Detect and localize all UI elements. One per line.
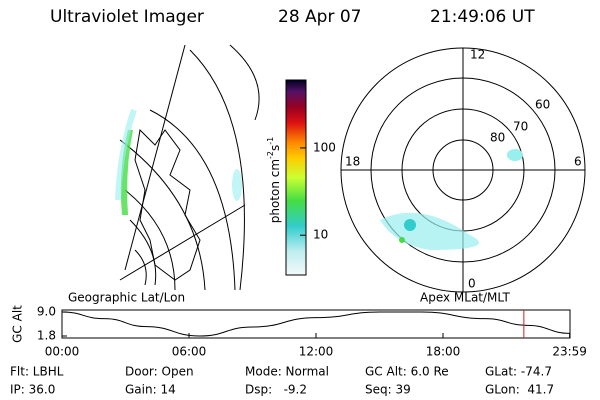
status-field: Seq: 39: [365, 383, 411, 397]
altitude-line: [61, 311, 571, 337]
status-field: Mode: Normal: [245, 365, 329, 379]
colorbar-label-part: -1: [266, 137, 275, 145]
x-tick-label: 12:00: [299, 345, 334, 359]
ring-label: 80: [490, 131, 505, 145]
status-field: IP: 36.0: [10, 383, 55, 397]
colorbar-label: photon cm-2s-1: [266, 137, 282, 224]
colorbar-label-part: photon cm: [268, 159, 282, 223]
status-field: GLat: -74.7: [485, 365, 552, 379]
polar-plot: [340, 47, 586, 293]
alt-title: Apex MLat/MLT: [420, 291, 510, 305]
status-field: Gain: 14: [125, 383, 176, 397]
x-tick-label: 00:00: [45, 345, 80, 359]
status-field: Flt: LBHL: [10, 365, 64, 379]
instrument: Ultraviolet Imager: [50, 7, 204, 27]
y-tick-label: 1.8: [37, 329, 56, 343]
status-field: GC Alt: 6.0 Re: [365, 365, 449, 379]
geo-map: [115, 44, 260, 291]
ring-label: 60: [535, 98, 550, 112]
status-field: Door: Open: [125, 365, 194, 379]
x-tick-label: 23:59: [552, 345, 587, 359]
colorbar-label-part: -2: [266, 151, 275, 159]
alt-title: Geographic Lat/Lon: [68, 291, 185, 305]
x-tick-label: 18:00: [426, 345, 461, 359]
colorbar-tick-label: 100: [313, 140, 336, 154]
clock-label: 18: [345, 155, 360, 169]
clock-label: 0: [468, 277, 476, 291]
colorbar-label-part: s: [268, 145, 282, 151]
x-tick-label: 06:00: [172, 345, 207, 359]
clock-label: 6: [574, 155, 582, 169]
status-field: GLon: 41.7: [485, 383, 554, 397]
colorbar-tick-label: 10: [313, 228, 328, 242]
status-field: Dsp: -9.2: [245, 383, 307, 397]
y-label: GC Alt: [11, 305, 25, 343]
clock-label: 12: [470, 48, 485, 62]
y-tick-label: 9.0: [37, 305, 56, 319]
colorbar: [285, 79, 307, 276]
ring-label: 70: [513, 120, 528, 134]
date: 28 Apr 07: [278, 7, 361, 27]
time: 21:49:06 UT: [430, 7, 535, 27]
